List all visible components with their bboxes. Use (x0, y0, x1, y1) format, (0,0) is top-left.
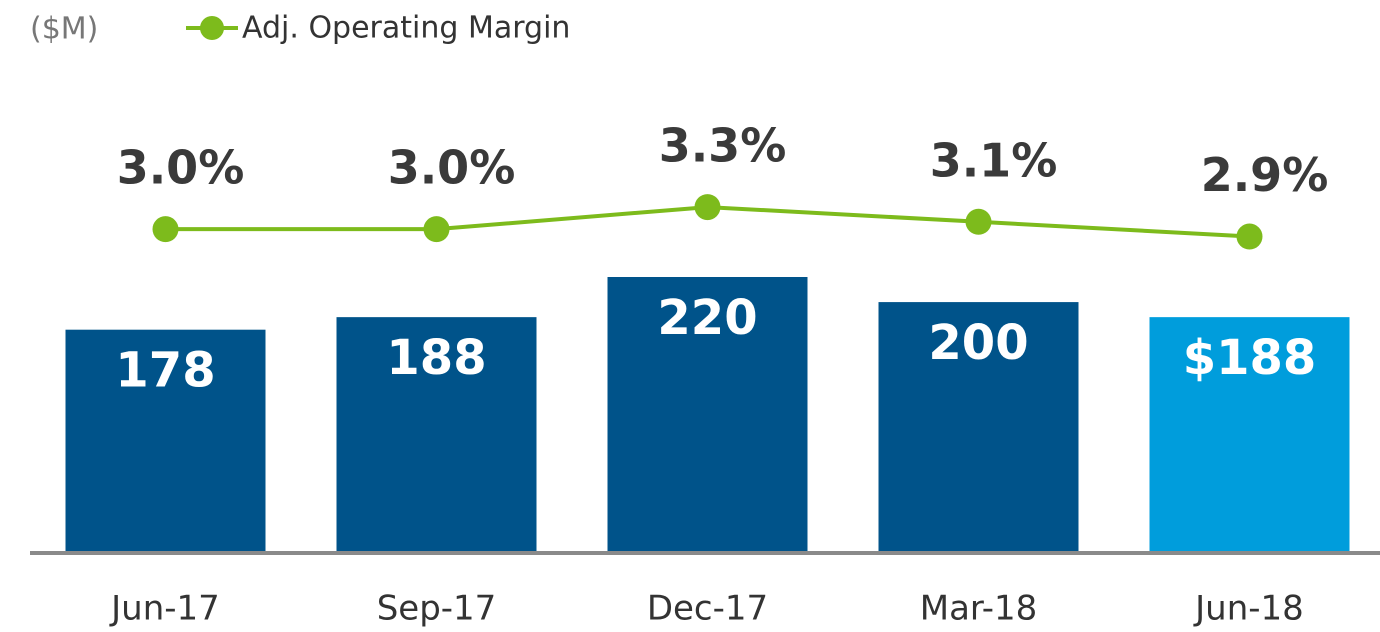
bar (607, 277, 808, 553)
bar (65, 329, 266, 553)
x-tick-label: Jun-17 (109, 589, 220, 629)
line-value-label: 3.0% (388, 141, 516, 195)
x-tick-label: Mar-18 (920, 589, 1038, 629)
line-marker (965, 208, 992, 235)
line-value-label: 3.3% (659, 119, 787, 173)
line-marker (423, 216, 450, 243)
legend-label: Adj. Operating Margin (242, 11, 570, 46)
line-value-label: 2.9% (1201, 148, 1329, 202)
legend-marker (200, 16, 224, 40)
unit-label: ($M) (30, 12, 98, 47)
line-value-label: 3.0% (117, 141, 245, 195)
bar (336, 317, 537, 553)
line-marker (152, 216, 179, 243)
bar-value-label: 188 (386, 330, 486, 386)
line-marker (1236, 223, 1263, 250)
line-marker (694, 194, 721, 221)
x-tick-label: Sep-17 (377, 589, 497, 629)
bar-value-label: 220 (657, 290, 757, 346)
bar-value-label: $188 (1183, 330, 1317, 386)
bar (1149, 317, 1350, 553)
line-value-label: 3.1% (930, 133, 1058, 187)
x-tick-label: Jun-18 (1193, 589, 1304, 629)
bar (878, 302, 1079, 553)
x-tick-label: Dec-17 (647, 589, 768, 629)
bar-value-label: 178 (115, 343, 215, 399)
bar-value-label: 200 (928, 315, 1028, 371)
